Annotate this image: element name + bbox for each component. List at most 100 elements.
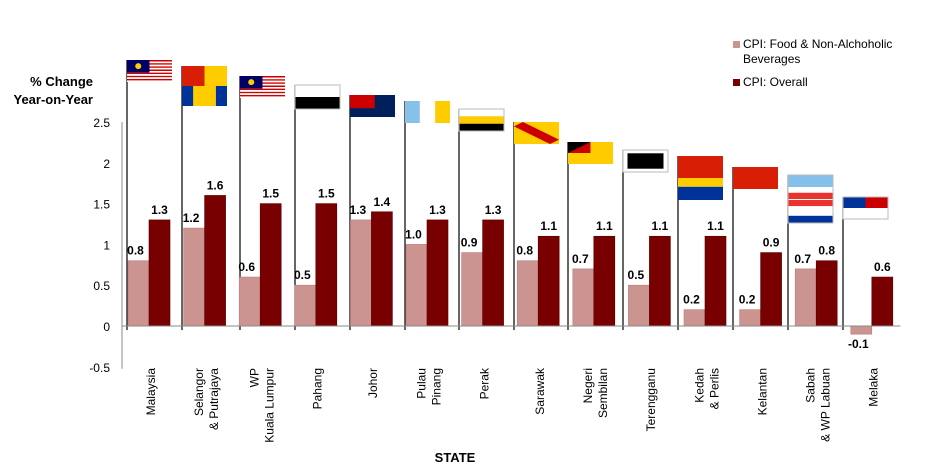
flag-stripe [240,90,285,92]
data-label: 1.3 [350,203,367,217]
data-label: 0.8 [516,244,533,258]
state-flag-icon [842,196,889,330]
bar-food [628,284,650,327]
data-label: 1.1 [652,219,669,233]
bar-overall [537,235,560,327]
x-axis-title: STATE [435,450,476,465]
x-category-label: Pinang [429,368,443,405]
state-flag-icon [239,76,285,330]
flag-band [419,101,436,123]
flag-band [435,101,450,123]
flag-stripe [240,94,285,97]
bar-overall [760,252,782,327]
bar-overall [259,203,282,327]
data-label: 0.6 [874,260,891,274]
flag-band [788,187,833,193]
data-label: 1.6 [207,178,224,192]
bar-overall [204,195,226,327]
flag-band [788,175,833,187]
bar-overall [649,235,671,327]
flag-stripe [240,93,285,95]
data-label: 1.1 [540,219,557,233]
flag-band [182,86,194,106]
bar-overall [148,219,171,327]
flag-band [788,215,833,223]
bar-food [516,260,539,327]
bar-overall [593,235,616,327]
data-label: 0.2 [683,293,700,307]
flag-diagonal [514,122,559,144]
flag-band [295,85,340,97]
state-flag-icon [181,66,227,330]
data-label: 1.2 [183,211,200,225]
flag-stripe [240,88,285,91]
flag-border [787,174,834,224]
data-label: 1.3 [151,203,168,217]
y-axis-title: % Change [30,74,93,89]
flag-band [733,167,778,189]
flag-band [193,86,216,106]
y-tick-label: 1.5 [93,198,110,212]
data-label: 1.1 [596,219,613,233]
x-category-label: WP [248,368,262,387]
x-category-label: Melaka [867,368,881,407]
bar-overall [815,260,838,327]
flag-band [788,192,833,199]
y-tick-label: -0.5 [89,361,110,375]
flag-band [788,199,833,207]
x-category-label: Kedah [692,368,706,403]
flag-band [459,123,504,131]
legend-swatch [733,41,740,48]
flag-band [678,186,723,200]
state-flag-icon [349,95,395,330]
data-label: 0.7 [794,252,811,266]
data-label: 0.8 [127,244,144,258]
bar-food [350,219,372,327]
data-label: 1.5 [262,187,279,201]
data-label: 0.7 [572,252,589,266]
x-category-label: Sarawak [533,367,547,415]
bar-food [238,276,261,327]
data-label: 1.3 [485,203,502,217]
bar-food [683,309,706,327]
data-label: -0.1 [848,337,869,351]
bar-food [405,244,428,327]
flag-band [843,208,888,219]
x-category-label: Negeri [581,368,595,403]
flag-stripe [127,77,172,79]
data-label: 1.3 [429,203,446,217]
flag-border [458,108,505,132]
flag-triangle [568,142,591,153]
x-category-label: & WP Labuan [819,368,833,442]
state-flag-icon [513,122,559,330]
x-category-label: Johor [366,368,380,398]
x-category-label: Selangor [192,368,206,416]
data-label: 0.2 [739,293,756,307]
legend-label: CPI: Food & Non-Alchoholic [743,37,892,51]
flag-stripe [240,96,285,98]
flag-stripe [127,72,172,75]
state-flag-icon [458,108,505,330]
y-axis-title: Year-on-Year [14,92,94,107]
x-category-label: Terengganu [644,368,658,431]
flag-band [627,153,664,169]
data-label: 1.4 [374,195,391,209]
data-label: 0.9 [461,236,478,250]
bar-food [127,260,150,327]
bar-overall [315,203,338,327]
bar-food [183,227,205,327]
flag-stripe [240,91,285,94]
data-label: 0.9 [763,236,780,250]
x-category-label: Pahang [311,368,325,409]
x-category-label: Sembilan [596,368,610,418]
bar-food [850,325,873,335]
state-flag-icon [622,149,669,330]
bar-food [294,284,317,327]
data-label: 0.8 [818,244,835,258]
bar-overall [871,276,894,327]
state-flag-icon [404,101,450,330]
flag-stripe [127,78,172,81]
flag-band [459,116,504,124]
bar-overall [426,219,449,327]
